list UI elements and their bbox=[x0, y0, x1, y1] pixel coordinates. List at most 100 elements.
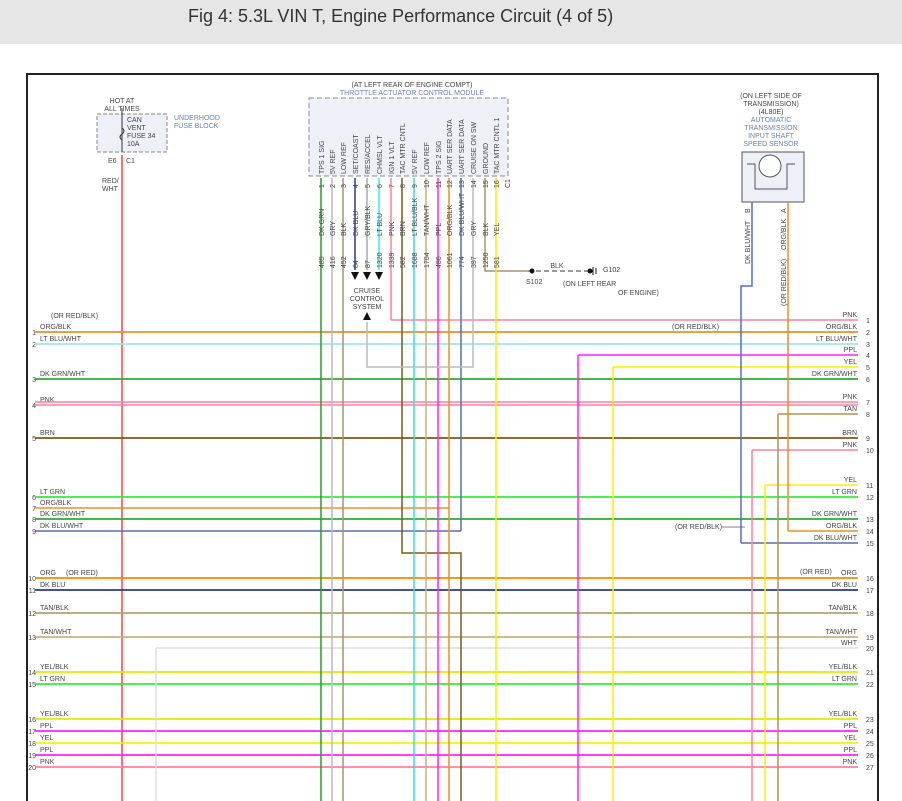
right-row-number: 7 bbox=[866, 400, 870, 407]
circuit-number: 452 bbox=[341, 256, 348, 268]
right-row-number: 6 bbox=[866, 377, 870, 384]
right-row-number: 3 bbox=[866, 342, 870, 349]
fuse-icon bbox=[119, 127, 125, 141]
fuse-label: CAN bbox=[127, 117, 142, 124]
module-pin-label: TPS 2 SIG bbox=[436, 141, 443, 174]
fuse-block-label: FUSE BLOCK bbox=[174, 123, 219, 130]
module-pin-label: TAC MTR CNTL bbox=[400, 123, 407, 174]
module-pin-label: LOW REF bbox=[424, 142, 431, 174]
sensor-wire-a-label: ORG/BLK bbox=[781, 219, 788, 250]
right-wire-label: PNK bbox=[843, 394, 858, 401]
fuse-block-label: UNDERHOOD bbox=[174, 115, 220, 122]
circuit-number: 1250 bbox=[483, 252, 490, 268]
right-wire-label: TAN/BLK bbox=[828, 605, 857, 612]
module-pin-label: 5V REF bbox=[412, 149, 419, 174]
right-wire-label: ORG/BLK bbox=[826, 324, 857, 331]
right-wire-note: (OR RED) bbox=[800, 569, 832, 576]
pin-wire-color-label: TAN/WHT bbox=[424, 204, 431, 236]
right-row-number: 25 bbox=[866, 741, 874, 748]
module-pin-number: 4 bbox=[353, 184, 360, 188]
module-pin-number: 7 bbox=[389, 184, 396, 188]
module-name: THROTTLE ACTUATOR CONTROL MODULE bbox=[340, 90, 484, 97]
module-pin-label: UART SER DATA bbox=[459, 119, 466, 174]
module-connector-label: C1 bbox=[505, 179, 512, 188]
right-row-number: 23 bbox=[866, 717, 874, 724]
circuit-number: 582 bbox=[400, 256, 407, 268]
circuit-number: 416 bbox=[330, 256, 337, 268]
module-pin-number: 16 bbox=[494, 180, 501, 188]
right-row-number: 26 bbox=[866, 753, 874, 760]
right-wire-label: TAN bbox=[844, 406, 857, 413]
circuit-number: 84 bbox=[353, 260, 360, 268]
sensor-wire-b bbox=[740, 202, 753, 543]
left-row-number: 9 bbox=[32, 529, 36, 536]
wire-pin-8 bbox=[401, 178, 462, 801]
sensor-name: TRANSMISSION bbox=[744, 125, 797, 132]
pin-wire-color-label: BLK bbox=[483, 222, 490, 236]
circuit-number: 1339 bbox=[389, 252, 396, 268]
module-pin-label: TAC MTR CNTL 1 bbox=[494, 118, 501, 174]
left-row-number: 20 bbox=[28, 765, 36, 772]
left-wire-label: PNK bbox=[40, 759, 55, 766]
right-wire-note: (OR RED/BLK) bbox=[672, 324, 719, 331]
left-row-number: 17 bbox=[28, 729, 36, 736]
right-wire-label: ORG/BLK bbox=[826, 523, 857, 530]
right-wire-label: DK BLU bbox=[832, 582, 857, 589]
left-row-number: 6 bbox=[32, 495, 36, 502]
right-row-number: 10 bbox=[866, 448, 874, 455]
right-row-number: 14 bbox=[866, 529, 874, 536]
left-row-number: 18 bbox=[28, 741, 36, 748]
sensor-location: TRANSMISSION) bbox=[743, 101, 799, 108]
right-wire-label: LT GRN bbox=[832, 676, 857, 683]
pin-wire-color-label: BLK bbox=[341, 222, 348, 236]
right-wire-label: DK BLU/WHT bbox=[814, 535, 858, 542]
arrow-up-icon bbox=[363, 312, 371, 320]
circuit-number: 397 bbox=[471, 256, 478, 268]
left-wire-label: YEL bbox=[40, 735, 53, 742]
fuse-connector-label: C1 bbox=[126, 158, 135, 165]
pin-wire-color-label: PNK bbox=[389, 221, 396, 236]
pin-wire-color-label: DK BLU bbox=[353, 211, 360, 236]
right-wire-label: YEL/BLK bbox=[829, 711, 858, 718]
sensor-wire-a-alt: (OR RED/BLK) bbox=[781, 259, 788, 306]
left-row-number: 4 bbox=[32, 403, 36, 410]
module-pin-number: 9 bbox=[412, 184, 419, 188]
left-row-number: 19 bbox=[28, 753, 36, 760]
right-wire-label: ORG bbox=[841, 570, 857, 577]
right-row-number: 19 bbox=[866, 635, 874, 642]
module-pin-label: IGN 1 VLT bbox=[389, 141, 396, 174]
pin-wire-color-label: GRY/BLK bbox=[365, 205, 372, 236]
pin-wire-color-label: GRY bbox=[471, 221, 478, 236]
pin-wire-color-label: BRN bbox=[400, 221, 407, 236]
sensor-name: AUTOMATIC bbox=[751, 117, 792, 124]
right-row-number: 17 bbox=[866, 588, 874, 595]
splice-label: S102 bbox=[526, 279, 542, 286]
module-pin-number: 10 bbox=[424, 180, 431, 188]
fuse-pin-left: E6 bbox=[108, 158, 117, 165]
left-wire-label: LT GRN bbox=[40, 489, 65, 496]
left-wire-note: (OR RED) bbox=[66, 570, 98, 577]
fuse-label: FUSE 34 bbox=[127, 133, 156, 140]
left-wire-label: DK BLU/WHT bbox=[40, 523, 84, 530]
module-pin-number: 3 bbox=[341, 184, 348, 188]
cruise-control-label: SYSTEM bbox=[353, 304, 382, 311]
right-row-number: 27 bbox=[866, 765, 874, 772]
pin-wire-color-label: YEL bbox=[494, 223, 501, 236]
left-wire-label: PPL bbox=[40, 723, 53, 730]
left-row-number: 5 bbox=[32, 436, 36, 443]
right-row-number: 2 bbox=[866, 330, 870, 337]
fuse-label: VENT bbox=[127, 125, 146, 132]
sensor-name: SPEED SENSOR bbox=[743, 141, 798, 148]
left-wire-label: YEL/BLK bbox=[40, 664, 69, 671]
left-wire-label: ORG bbox=[40, 570, 56, 577]
right-row-number: 1 bbox=[866, 318, 870, 325]
right-row-number: 13 bbox=[866, 517, 874, 524]
left-row-number: 10 bbox=[28, 576, 36, 583]
right-row-number: 22 bbox=[866, 682, 874, 689]
left-row-number: 16 bbox=[28, 717, 36, 724]
pin-wire-color-label: LT BLU bbox=[377, 213, 384, 236]
sensor-wire-b-label: DK BLU/WHT bbox=[745, 220, 752, 264]
module-pin-label: TPS 1 SIG bbox=[319, 141, 326, 174]
fuse-label: 10A bbox=[127, 141, 140, 148]
